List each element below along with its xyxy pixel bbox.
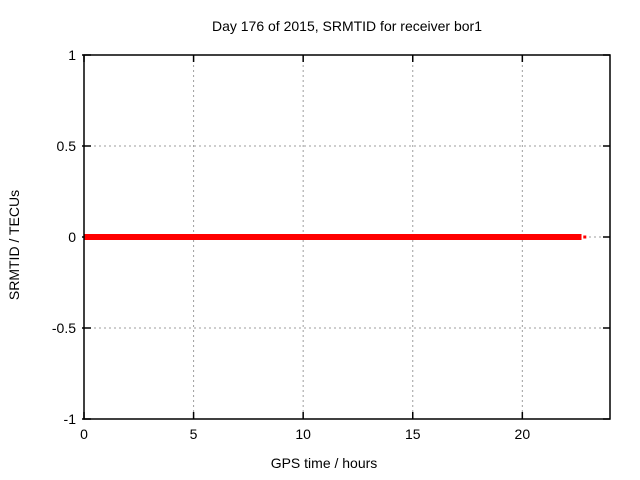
x-tick-label: 0	[80, 426, 88, 442]
y-tick-label: -1	[64, 411, 77, 427]
chart-title: Day 176 of 2015, SRMTID for receiver bor…	[211, 18, 482, 34]
x-tick-label: 15	[405, 426, 421, 442]
y-tick-label: -0.5	[52, 320, 76, 336]
x-tick-label: 10	[295, 426, 311, 442]
x-axis-label: GPS time / hours	[270, 455, 378, 471]
x-tick-label: 20	[515, 426, 531, 442]
plot-border	[83, 54, 611, 420]
x-tick-label: 5	[190, 426, 198, 442]
data-point	[583, 235, 587, 239]
y-axis-label: SRMTID / TECUs	[6, 189, 22, 301]
y-tick-label: 0.5	[57, 138, 77, 154]
y-tick-label: 0	[68, 229, 76, 245]
y-tick-label: 1	[68, 47, 76, 63]
